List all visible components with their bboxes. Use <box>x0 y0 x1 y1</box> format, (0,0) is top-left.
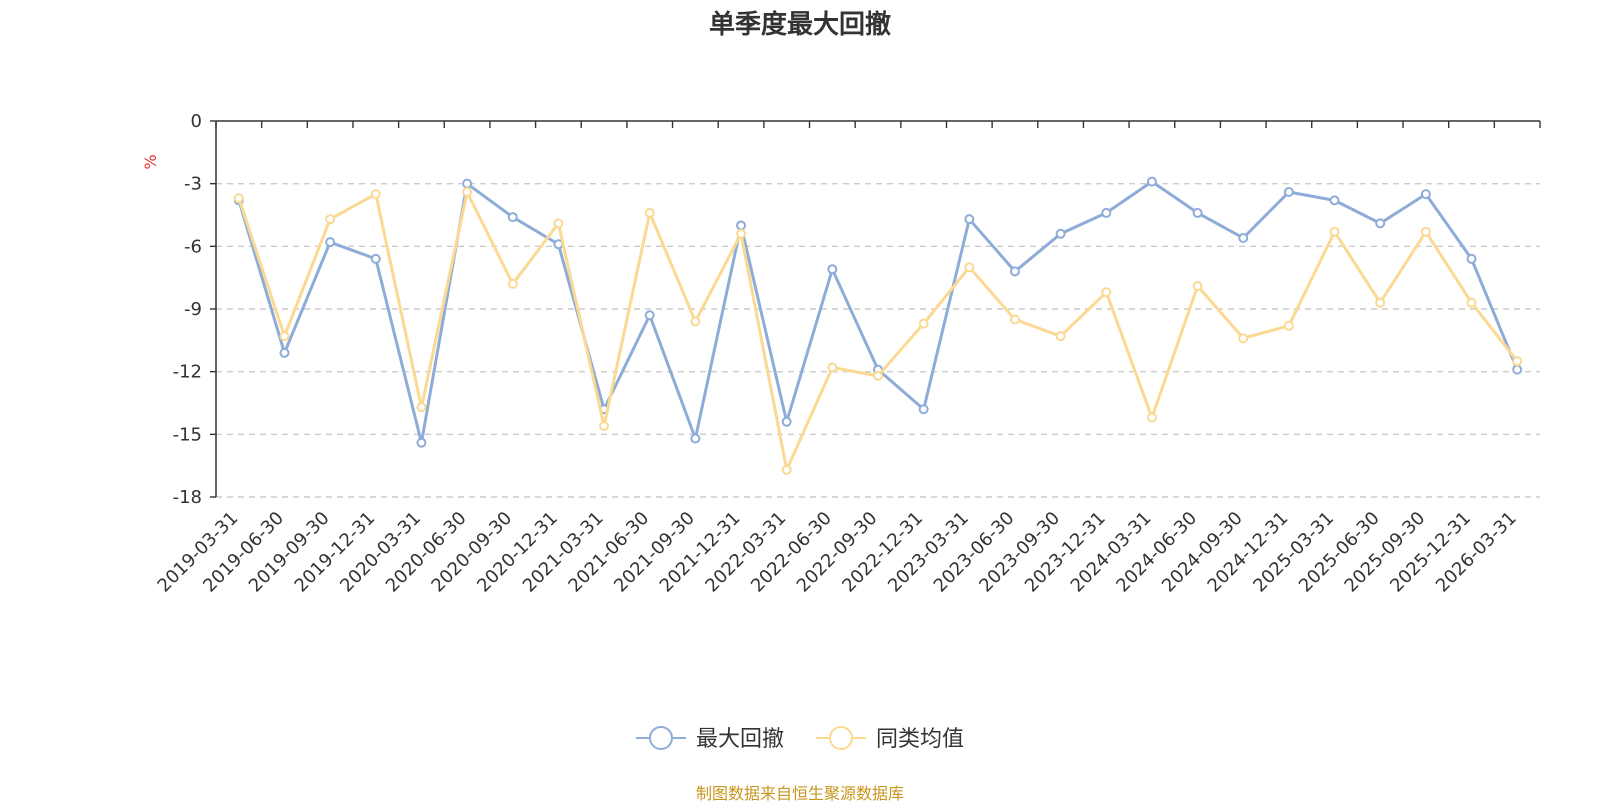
data-point-series-1[interactable] <box>827 264 838 275</box>
data-point-series-2[interactable] <box>370 189 381 200</box>
data-point-series-2[interactable] <box>1283 320 1294 331</box>
data-point-series-1[interactable] <box>1238 232 1249 243</box>
data-point-series-1[interactable] <box>370 253 381 264</box>
data-point-series-2[interactable] <box>325 214 336 225</box>
data-point-series-1[interactable] <box>1283 187 1294 198</box>
data-point-series-2[interactable] <box>1329 226 1340 237</box>
data-point-series-1[interactable] <box>279 347 290 358</box>
data-point-series-1[interactable] <box>736 220 747 231</box>
data-point-series-1[interactable] <box>1192 207 1203 218</box>
data-point-series-1[interactable] <box>1375 218 1386 229</box>
data-point-series-1[interactable] <box>918 404 929 415</box>
legend-marker-icon <box>829 726 853 750</box>
data-point-series-1[interactable] <box>1420 189 1431 200</box>
data-point-series-1[interactable] <box>1466 253 1477 264</box>
data-point-series-2[interactable] <box>507 278 518 289</box>
data-point-series-2[interactable] <box>1101 287 1112 298</box>
data-point-series-2[interactable] <box>1375 297 1386 308</box>
series-line-2 <box>237 190 1519 472</box>
data-point-series-1[interactable] <box>1146 176 1157 187</box>
data-point-series-1[interactable] <box>964 214 975 225</box>
data-point-series-2[interactable] <box>1238 333 1249 344</box>
data-point-series-2[interactable] <box>690 316 701 327</box>
data-point-series-1[interactable] <box>416 437 427 448</box>
data-point-series-2[interactable] <box>781 464 792 475</box>
data-point-series-1[interactable] <box>1101 207 1112 218</box>
data-source-note: 制图数据来自恒生聚源数据库 <box>695 784 904 803</box>
data-point-series-1[interactable] <box>690 433 701 444</box>
data-point-series-2[interactable] <box>827 362 838 373</box>
y-tick-label: 0 <box>191 111 202 132</box>
data-point-series-2[interactable] <box>279 331 290 342</box>
data-point-series-1[interactable] <box>1512 364 1523 375</box>
data-point-series-1[interactable] <box>781 416 792 427</box>
line-chart: % 0-3-6-9-12-15-182019-03-312019-06-3020… <box>141 111 1541 752</box>
data-point-series-1[interactable] <box>1055 228 1066 239</box>
chart-title: 单季度最大回撤 <box>708 10 891 40</box>
data-point-series-2[interactable] <box>873 370 883 381</box>
data-point-series-2[interactable] <box>736 228 747 239</box>
y-axis-label: % <box>141 154 160 169</box>
data-point-series-2[interactable] <box>1420 226 1431 237</box>
data-point-series-2[interactable] <box>1512 356 1523 367</box>
data-point-series-2[interactable] <box>416 402 427 413</box>
data-point-series-1[interactable] <box>1329 195 1340 206</box>
legend[interactable]: 最大回撤 同类均值 <box>636 726 964 752</box>
data-point-series-2[interactable] <box>1009 314 1020 325</box>
series-line-1 <box>237 180 1519 445</box>
y-tick-label: -15 <box>173 424 202 445</box>
y-tick-label: -6 <box>184 236 202 257</box>
gridlines <box>216 182 1540 498</box>
data-point-series-2[interactable] <box>599 420 610 431</box>
data-point-series-2[interactable] <box>1055 331 1066 342</box>
data-point-series-2[interactable] <box>964 262 975 273</box>
legend-label[interactable]: 同类均值 <box>876 727 964 752</box>
data-point-series-2[interactable] <box>553 218 564 229</box>
data-point-series-2[interactable] <box>918 318 929 329</box>
data-point-series-2[interactable] <box>1146 412 1157 423</box>
data-point-series-1[interactable] <box>325 237 336 248</box>
data-point-series-1[interactable] <box>507 212 518 223</box>
data-point-series-2[interactable] <box>462 187 473 198</box>
y-tick-label: -18 <box>173 487 202 508</box>
legend-label[interactable]: 最大回撤 <box>696 727 784 752</box>
data-point-series-2[interactable] <box>644 207 655 218</box>
data-point-series-1[interactable] <box>462 178 473 189</box>
data-point-series-1[interactable] <box>1009 266 1020 277</box>
series-lines <box>233 176 1523 475</box>
y-tick-label: -12 <box>173 362 202 383</box>
data-point-series-2[interactable] <box>1192 281 1203 292</box>
legend-marker-icon <box>649 726 673 750</box>
y-tick-label: -9 <box>184 299 202 320</box>
data-point-series-2[interactable] <box>1466 297 1477 308</box>
data-point-series-1[interactable] <box>644 310 655 321</box>
data-point-series-2[interactable] <box>233 193 244 204</box>
y-tick-label: -3 <box>184 174 202 195</box>
